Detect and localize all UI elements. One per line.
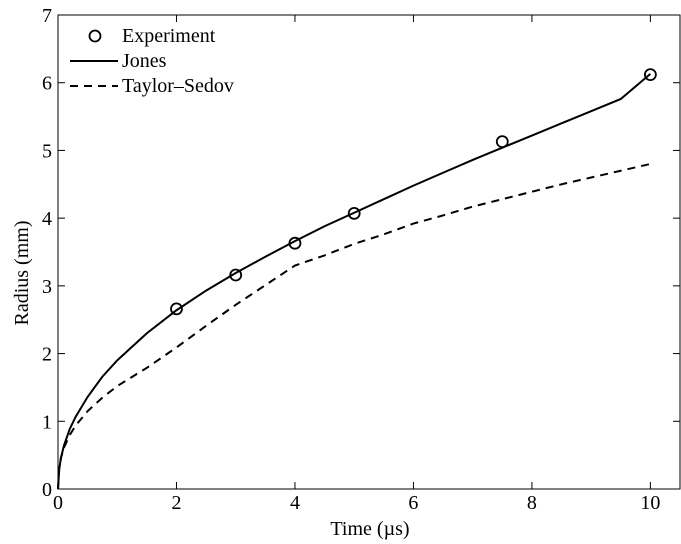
axis-ticks: 0 2 4 6 8 10 0 1 2 3 4 5 6 7 xyxy=(42,5,680,514)
x-tick-label: 0 xyxy=(53,492,63,514)
x-tick-label: 6 xyxy=(408,492,418,514)
experiment-point xyxy=(643,68,657,81)
legend-label: Jones xyxy=(122,50,167,72)
y-tick-label: 6 xyxy=(42,73,52,95)
y-tick-label: 7 xyxy=(42,5,52,27)
taylor-sedov-line xyxy=(57,162,651,490)
y-tick-label: 4 xyxy=(42,208,52,230)
experiment-point xyxy=(229,268,243,282)
x-tick-label: 10 xyxy=(640,492,660,514)
legend-label: Experiment xyxy=(122,25,216,47)
plot-frame xyxy=(57,14,681,490)
legend: Experiment Jones Taylor–Sedov xyxy=(70,25,234,97)
plot-area-border xyxy=(57,14,681,490)
experiment-point xyxy=(347,207,361,220)
series-layer xyxy=(57,68,657,490)
y-tick-label: 3 xyxy=(42,276,52,298)
jones-line xyxy=(57,73,652,490)
y-tick-label: 5 xyxy=(42,140,52,162)
y-axis-label: Radius (mm) xyxy=(11,221,33,326)
x-axis-label: Time (µs) xyxy=(330,518,409,540)
y-tick-label: 2 xyxy=(42,344,52,366)
x-tick-label: 4 xyxy=(290,492,300,514)
experiment-point xyxy=(170,302,183,316)
y-tick-label: 0 xyxy=(42,479,52,501)
legend-label: Taylor–Sedov xyxy=(122,75,234,97)
x-tick-label: 8 xyxy=(527,492,537,514)
legend-marker-experiment xyxy=(88,29,102,43)
x-tick-label: 2 xyxy=(171,492,181,514)
y-tick-label: 1 xyxy=(42,411,52,433)
